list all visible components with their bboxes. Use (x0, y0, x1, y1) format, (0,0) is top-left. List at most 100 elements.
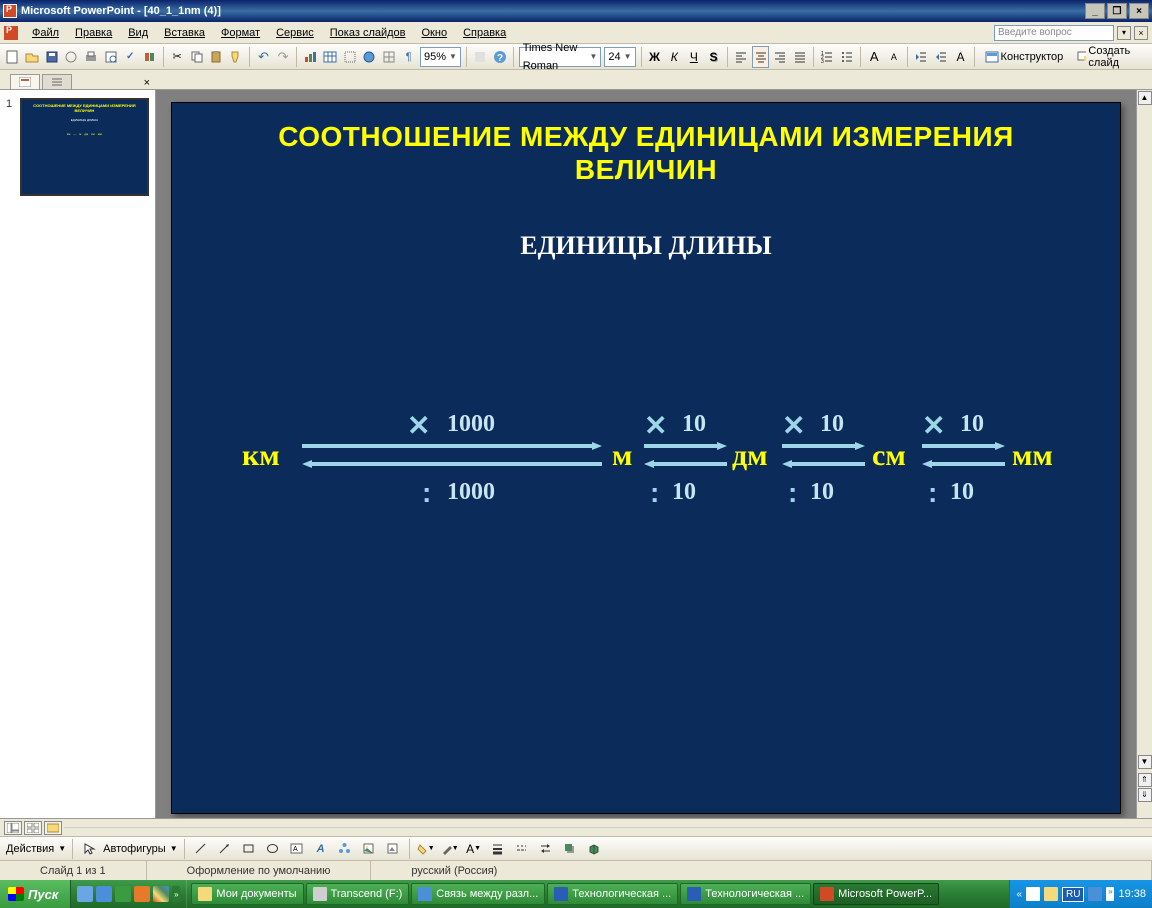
color-button[interactable] (472, 46, 489, 68)
oval-button[interactable] (263, 839, 283, 859)
question-box[interactable]: Введите вопрос (994, 25, 1114, 41)
tray-icon-3[interactable] (1088, 887, 1102, 901)
tab-outline[interactable] (42, 74, 72, 89)
scroll-down-button[interactable]: ▼ (1138, 755, 1152, 769)
insert-table-button[interactable] (322, 46, 339, 68)
spellcheck-button[interactable]: ✓ (122, 46, 139, 68)
numbering-button[interactable]: 123 (819, 46, 836, 68)
menu-file[interactable]: Файл (24, 25, 67, 41)
ql-chrome-icon[interactable] (153, 886, 169, 902)
line-button[interactable] (191, 839, 211, 859)
ql-more-icon[interactable]: » (172, 886, 180, 902)
menu-insert[interactable]: Вставка (156, 25, 213, 41)
tab-slides[interactable] (10, 74, 40, 89)
show-grid-button[interactable] (381, 46, 398, 68)
new-slide-button[interactable]: Создать слайд (1071, 46, 1148, 68)
taskbar-app-button[interactable]: Transcend (F:) (306, 883, 410, 905)
research-button[interactable] (141, 46, 158, 68)
sorter-view-button[interactable] (24, 821, 42, 835)
insert-chart-button[interactable] (302, 46, 319, 68)
decrease-indent-button[interactable] (913, 46, 930, 68)
format-painter-button[interactable] (228, 46, 245, 68)
paste-button[interactable] (208, 46, 225, 68)
menu-tools[interactable]: Сервис (268, 25, 322, 41)
font-color-button-2[interactable]: A▼ (464, 839, 484, 859)
taskbar-app-button[interactable]: Microsoft PowerP... (813, 883, 939, 905)
minimize-button[interactable]: _ (1085, 3, 1105, 19)
dash-style-button[interactable] (512, 839, 532, 859)
taskbar-app-button[interactable]: Связь между разл... (411, 883, 545, 905)
menu-slideshow[interactable]: Показ слайдов (322, 25, 414, 41)
vertical-scrollbar[interactable]: ▲ ▼ ⇑ ⇓ (1136, 90, 1152, 818)
slide-thumbnail[interactable]: СООТНОШЕНИЕ МЕЖДУ ЕДИНИЦАМИ ИЗМЕРЕНИЯ ВЕ… (20, 98, 149, 196)
show-guides-button[interactable]: ¶ (400, 46, 417, 68)
diagram-button[interactable] (335, 839, 355, 859)
tray-icon-2[interactable] (1044, 887, 1058, 901)
start-button[interactable]: Пуск (0, 880, 71, 908)
actions-menu[interactable]: Действия (6, 843, 54, 855)
restore-button[interactable]: ❐ (1107, 3, 1127, 19)
mdi-restore-button[interactable]: ▾ (1117, 26, 1131, 40)
distribute-button[interactable] (791, 46, 808, 68)
picture-button[interactable] (383, 839, 403, 859)
help-button[interactable]: ? (491, 46, 508, 68)
font-box[interactable]: Times New Roman▼ (519, 47, 602, 67)
tables-borders-button[interactable] (341, 46, 358, 68)
menu-format[interactable]: Формат (213, 25, 268, 41)
open-button[interactable] (24, 46, 41, 68)
insert-hyperlink-button[interactable] (361, 46, 378, 68)
design-button[interactable]: Конструктор (980, 46, 1069, 68)
ql-desktop-icon[interactable] (77, 886, 93, 902)
3d-style-button[interactable] (584, 839, 604, 859)
fill-color-button[interactable]: ▼ (416, 839, 436, 859)
line-color-button[interactable]: ▼ (440, 839, 460, 859)
ql-browser-icon[interactable] (115, 886, 131, 902)
autoshapes-menu[interactable]: Автофигуры (103, 843, 166, 855)
textbox-button[interactable]: A (287, 839, 307, 859)
zoom-box[interactable]: 95%▼ (420, 47, 461, 67)
ql-ie-icon[interactable] (96, 886, 112, 902)
arrow-style-button[interactable] (536, 839, 556, 859)
arrow-button[interactable] (215, 839, 235, 859)
close-button[interactable]: × (1129, 3, 1149, 19)
line-style-button[interactable] (488, 839, 508, 859)
clock[interactable]: 19:38 (1118, 888, 1146, 900)
shadow-style-button[interactable] (560, 839, 580, 859)
menu-edit[interactable]: Правка (67, 25, 120, 41)
slideshow-view-button[interactable] (44, 821, 62, 835)
font-color-button[interactable]: A (952, 46, 969, 68)
slide-edit-area[interactable]: СООТНОШЕНИЕ МЕЖДУ ЕДИНИЦАМИ ИЗМЕРЕНИЯ ВЕ… (156, 90, 1136, 818)
clipart-button[interactable] (359, 839, 379, 859)
ql-firefox-icon[interactable] (134, 886, 150, 902)
align-center-button[interactable] (752, 46, 769, 68)
redo-button[interactable]: ↷ (275, 46, 292, 68)
cut-button[interactable]: ✂ (169, 46, 186, 68)
preview-button[interactable] (102, 46, 119, 68)
menu-help[interactable]: Справка (455, 25, 514, 41)
copy-button[interactable] (189, 46, 206, 68)
tray-icon-1[interactable] (1026, 887, 1040, 901)
select-objects-button[interactable] (79, 839, 99, 859)
tray-expand-button[interactable]: « (1016, 889, 1022, 900)
taskbar-app-button[interactable]: Технологическая ... (547, 883, 678, 905)
wordart-button[interactable]: A (311, 839, 331, 859)
new-doc-button[interactable] (4, 46, 21, 68)
rectangle-button[interactable] (239, 839, 259, 859)
taskbar-app-button[interactable]: Мои документы (191, 883, 303, 905)
print-button[interactable] (83, 46, 100, 68)
taskbar-app-button[interactable]: Технологическая ... (680, 883, 811, 905)
decrease-font-button[interactable]: A (886, 46, 903, 68)
next-slide-button[interactable]: ⇓ (1138, 788, 1152, 802)
bold-button[interactable]: Ж (646, 46, 663, 68)
language-indicator[interactable]: RU (1062, 887, 1084, 902)
save-button[interactable] (43, 46, 60, 68)
scroll-up-button[interactable]: ▲ (1138, 91, 1152, 105)
undo-button[interactable]: ↶ (255, 46, 272, 68)
align-right-button[interactable] (772, 46, 789, 68)
bullets-button[interactable] (839, 46, 856, 68)
increase-font-button[interactable]: A (866, 46, 883, 68)
normal-view-button[interactable] (4, 821, 22, 835)
italic-button[interactable]: К (666, 46, 683, 68)
increase-indent-button[interactable] (933, 46, 950, 68)
menu-window[interactable]: Окно (414, 25, 456, 41)
